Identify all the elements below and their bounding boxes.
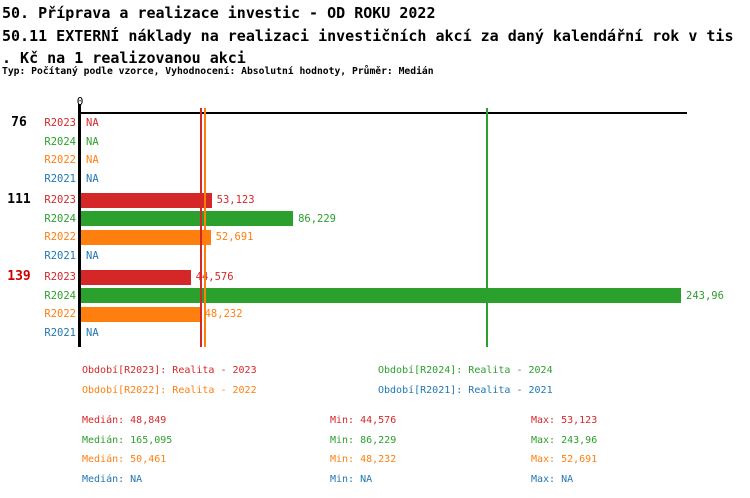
bar-value-label: NA <box>86 154 99 166</box>
stat-min-r2023: Min: 44,576 <box>330 415 397 426</box>
stat-max-r2021: Max: NA <box>531 474 574 486</box>
y-axis-line <box>78 104 81 347</box>
report-subtitle: Typ: Počítaný podle vzorce, Vyhodnocení:… <box>2 66 434 77</box>
series-label: R2023 <box>44 194 76 206</box>
bar-value-label: 48,232 <box>204 308 243 320</box>
bar <box>81 211 294 226</box>
x-axis-zero-tick-label: 0 <box>76 95 84 108</box>
stat-median-r2024: Medián: 165,095 <box>82 434 173 446</box>
stat-min-r2021: Min: NA <box>330 474 373 486</box>
stat-min-r2024: Min: 86,229 <box>330 434 397 446</box>
median-line <box>204 108 207 347</box>
series-label: R2021 <box>44 326 76 339</box>
series-label: R2024 <box>44 135 76 148</box>
bar <box>81 288 681 303</box>
series-label: R2024 <box>44 212 76 225</box>
legend-item-r2022: Období[R2022]: Realita - 2022 <box>82 385 257 396</box>
series-label: R2022 <box>44 308 76 320</box>
bar-value-label: 53,123 <box>216 194 255 206</box>
group-label: 111 <box>7 192 31 207</box>
series-label: R2021 <box>44 172 76 185</box>
legend-item-r2024: Období[R2024]: Realita - 2024 <box>378 365 553 376</box>
bar-value-label: 86,229 <box>298 212 336 225</box>
bar <box>81 192 212 208</box>
median-line <box>200 108 203 347</box>
bar <box>81 229 211 245</box>
x-axis-line <box>78 112 687 114</box>
bar <box>81 306 200 322</box>
series-label: R2021 <box>44 249 76 262</box>
legend-item-r2023: Období[R2023]: Realita - 2023 <box>82 365 257 376</box>
series-label: R2022 <box>44 154 76 166</box>
stat-max-r2023: Max: 53,123 <box>531 415 598 426</box>
series-label: R2022 <box>44 231 76 243</box>
bar-value-label: 52,691 <box>215 231 254 243</box>
report-title-line-3: . Kč na 1 realizovanou akci <box>2 49 246 67</box>
group-label: 76 <box>11 115 27 130</box>
legend-item-r2021: Období[R2021]: Realita - 2021 <box>378 385 553 396</box>
bar-value-label: NA <box>86 172 99 185</box>
bar <box>81 269 191 285</box>
report-title-line-1: 50. Příprava a realizace investic - OD R… <box>2 4 436 22</box>
median-line <box>486 108 489 347</box>
stat-max-r2024: Max: 243,96 <box>531 434 598 446</box>
bar-value-label: NA <box>86 117 99 129</box>
bar-value-label: NA <box>86 249 99 262</box>
stat-max-r2022: Max: 52,691 <box>531 454 598 466</box>
bar-value-label: NA <box>86 326 99 339</box>
stat-median-r2021: Medián: NA <box>82 474 143 486</box>
stat-min-r2022: Min: 48,232 <box>330 454 397 466</box>
series-label: R2023 <box>44 271 76 283</box>
series-label: R2024 <box>44 289 76 302</box>
bar-value-label: 243,96 <box>686 289 724 302</box>
report-title-line-2: 50.11 EXTERNÍ náklady na realizaci inves… <box>2 27 734 45</box>
bar-value-label: NA <box>86 135 99 148</box>
series-label: R2023 <box>44 117 76 129</box>
stat-median-r2022: Medián: 50,461 <box>82 454 167 466</box>
stat-median-r2023: Medián: 48,849 <box>82 415 167 426</box>
group-label: 139 <box>7 269 31 284</box>
